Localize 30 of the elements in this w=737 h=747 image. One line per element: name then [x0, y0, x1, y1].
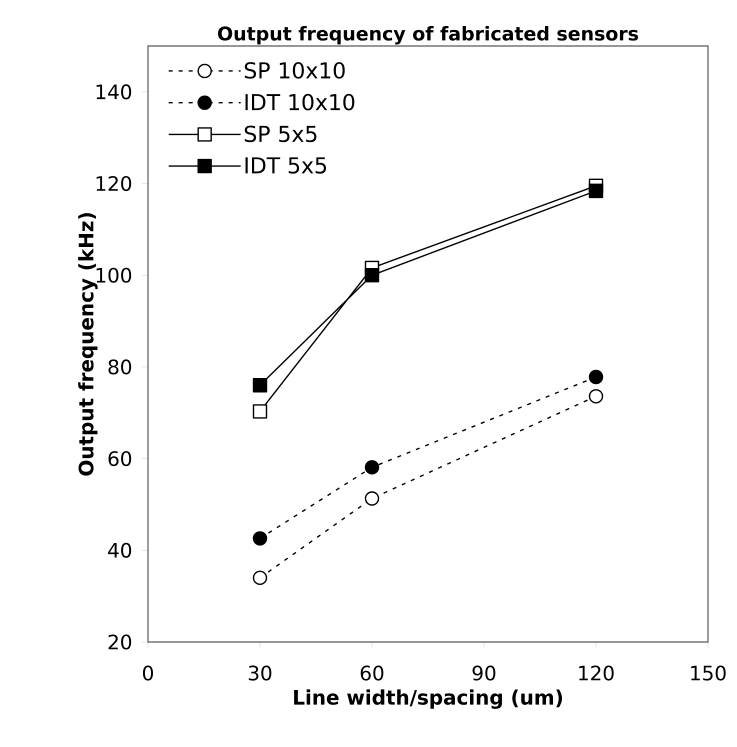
chart-title: Output frequency of fabricated sensors [218, 26, 638, 44]
point [364, 491, 380, 506]
y-tick-label: 120 [96, 176, 132, 192]
point [252, 531, 268, 546]
y-tick-label: 140 [96, 84, 132, 100]
point [364, 460, 380, 475]
point [364, 268, 380, 282]
x-tick-label: 30 [248, 666, 272, 681]
legend-label: IDT 5x5 [246, 157, 326, 174]
point [252, 570, 268, 586]
x-tick-label: 90 [472, 666, 496, 681]
point [588, 370, 604, 384]
legend-label: SP 5x5 [244, 126, 316, 142]
y-tick-label: 80 [108, 359, 132, 374]
point [252, 378, 268, 392]
point [588, 389, 604, 404]
x-tick-label: 120 [579, 666, 614, 681]
y-tick-label: 40 [108, 542, 132, 558]
x-axis-title: Line width/spacing (um) [294, 689, 562, 709]
x-tick-label: 60 [360, 666, 384, 681]
legend-label: IDT 10x10 [246, 94, 354, 110]
point [252, 404, 268, 419]
y-axis-title: Output frequency (kHz) [78, 213, 98, 476]
legend-label: SP 10x10 [244, 62, 345, 79]
y-tick-label: 100 [96, 268, 132, 283]
x-tick-label: 0 [142, 666, 154, 681]
y-tick-label: 60 [108, 451, 132, 466]
y-tick-label: 20 [108, 634, 132, 650]
x-tick-label: 150 [691, 666, 726, 681]
point [588, 184, 604, 198]
